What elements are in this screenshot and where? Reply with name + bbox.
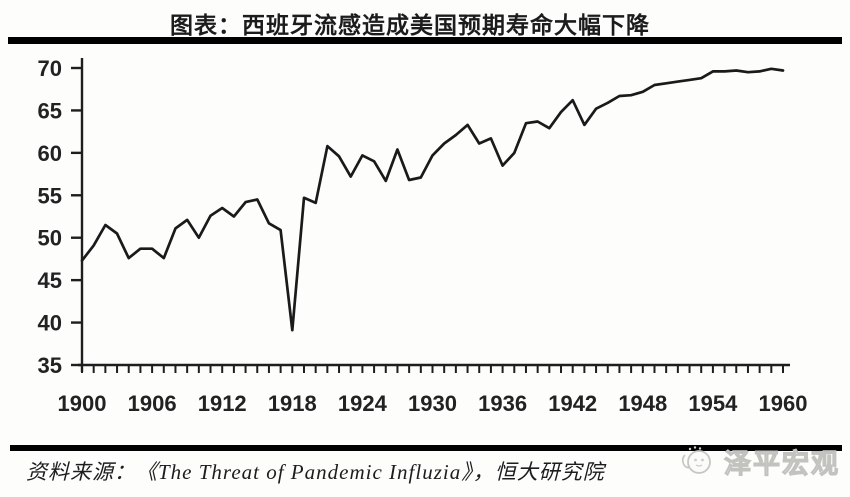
chart-title: 图表：西班牙流感造成美国预期寿命大幅下降 (170, 13, 650, 38)
svg-text:1930: 1930 (408, 391, 457, 416)
svg-text:1960: 1960 (759, 391, 808, 416)
svg-text:35: 35 (38, 353, 62, 378)
svg-text:1942: 1942 (548, 391, 597, 416)
svg-text:1906: 1906 (128, 391, 177, 416)
svg-text:1924: 1924 (338, 391, 388, 416)
svg-text:70: 70 (38, 56, 62, 81)
svg-text:55: 55 (38, 183, 62, 208)
svg-text:40: 40 (38, 311, 62, 336)
svg-text:60: 60 (38, 141, 62, 166)
brand-name: 泽平宏观 (724, 448, 840, 479)
svg-text:1900: 1900 (58, 391, 107, 416)
svg-text:50: 50 (38, 226, 62, 251)
svg-text:1912: 1912 (198, 391, 247, 416)
svg-text:45: 45 (38, 268, 62, 293)
svg-text:1948: 1948 (618, 391, 667, 416)
bottom-divider-rule (10, 445, 842, 451)
top-divider-rule (8, 37, 842, 44)
svg-text:65: 65 (38, 98, 62, 123)
svg-text:1918: 1918 (268, 391, 317, 416)
bird-face-icon (681, 446, 711, 474)
svg-text:1954: 1954 (688, 391, 738, 416)
svg-text:1936: 1936 (478, 391, 527, 416)
brand-watermark: 泽平宏观 (679, 441, 840, 481)
source-citation: 资料来源：《The Threat of Pandemic Influzia》，恒… (26, 460, 605, 484)
